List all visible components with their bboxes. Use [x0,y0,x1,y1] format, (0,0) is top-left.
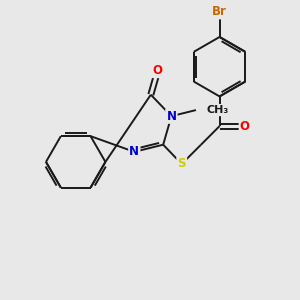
Text: N: N [129,145,139,158]
Text: Br: Br [212,5,227,18]
Text: N: N [167,110,176,123]
Text: O: O [153,64,163,77]
Text: O: O [240,120,250,133]
Text: CH₃: CH₃ [206,105,229,115]
Text: S: S [178,158,186,170]
